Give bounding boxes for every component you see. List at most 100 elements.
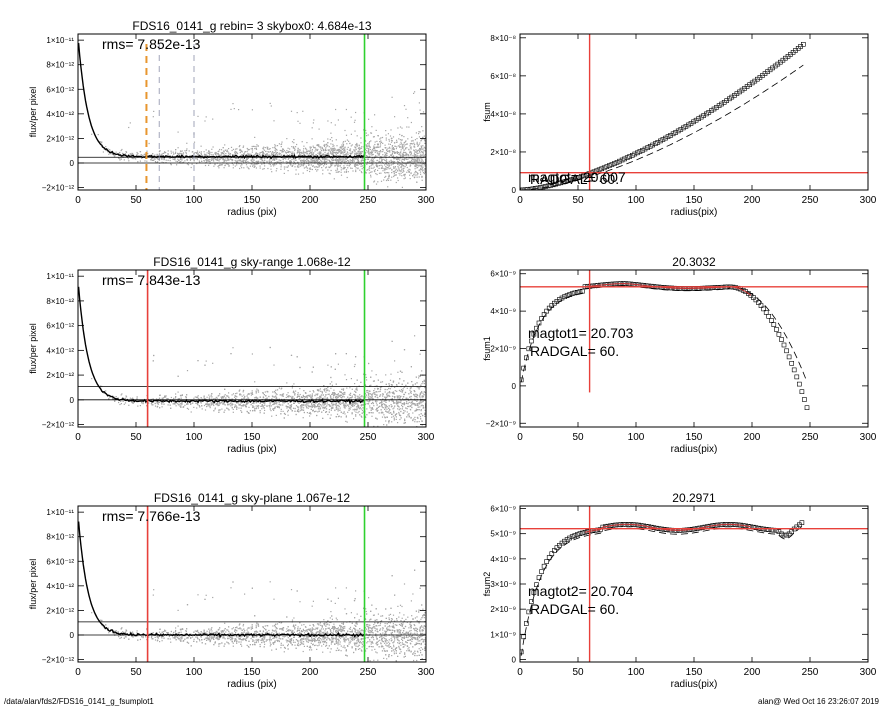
data-point (347, 155, 349, 157)
data-point (274, 390, 276, 393)
data-point (338, 158, 340, 160)
data-point (289, 157, 291, 159)
data-point (260, 405, 262, 407)
data-point (347, 146, 349, 148)
data-point (250, 160, 253, 162)
data-point (152, 398, 154, 400)
data-point (305, 404, 307, 406)
data-point (324, 143, 326, 146)
data-point (326, 143, 328, 145)
data-point (212, 362, 214, 364)
data-point (410, 121, 412, 124)
data-point (306, 167, 308, 169)
data-point (350, 133, 352, 135)
data-point (290, 110, 293, 112)
data-point (391, 384, 393, 386)
data-point (402, 161, 404, 163)
data-point (398, 168, 400, 170)
data-point (264, 160, 266, 162)
data-point (289, 404, 291, 406)
data-point (256, 157, 258, 159)
data-point (257, 405, 259, 407)
data-point (391, 153, 393, 155)
data-point (400, 417, 402, 419)
data-point (324, 153, 326, 156)
data-point (119, 159, 121, 161)
data-point (349, 387, 351, 389)
data-point (419, 353, 421, 355)
data-point (248, 393, 250, 395)
data-point (339, 150, 341, 152)
data-point (424, 169, 426, 171)
data-point (162, 157, 164, 159)
data-point (237, 160, 239, 162)
data-point (360, 408, 362, 410)
data-point (393, 386, 396, 388)
data-point (377, 181, 379, 183)
data-point (231, 394, 233, 396)
data-point (332, 393, 334, 395)
data-point (286, 149, 288, 152)
data-point (402, 153, 404, 155)
data-point (385, 130, 387, 132)
data-point (159, 394, 161, 396)
data-point (408, 416, 410, 418)
data-point (670, 131, 676, 137)
data-point (332, 407, 334, 409)
data-point (409, 143, 412, 145)
data-point (367, 148, 369, 150)
data-point (337, 410, 339, 412)
data-point (401, 164, 403, 166)
data-point (330, 147, 332, 149)
data-point (415, 408, 417, 410)
data-point (273, 408, 275, 410)
data-point (381, 156, 383, 158)
data-point (286, 407, 288, 409)
data-point (300, 157, 302, 159)
chart-profile-skybox: 0 50 100 150 200 250 300−2×10⁻¹²02×10⁻¹²4×10⁻¹… (28, 19, 435, 218)
data-point (217, 395, 219, 397)
data-point (335, 149, 337, 151)
data-point (160, 402, 162, 404)
data-point (311, 161, 313, 164)
data-point (331, 403, 333, 405)
data-point (331, 381, 333, 383)
data-point (366, 403, 368, 405)
data-point (414, 419, 416, 421)
data-point (241, 151, 243, 153)
data-point (418, 149, 420, 151)
data-point (329, 150, 331, 152)
data-point (274, 144, 276, 146)
data-point (422, 381, 424, 383)
data-point (413, 418, 415, 420)
data-point (198, 405, 200, 407)
data-point (254, 163, 256, 165)
data-point (213, 404, 215, 407)
data-point (223, 395, 225, 397)
data-point (315, 168, 317, 170)
data-point (266, 153, 268, 155)
data-point (414, 160, 416, 162)
data-point (342, 393, 345, 396)
data-point (270, 165, 272, 167)
data-point (385, 147, 387, 149)
data-point (418, 155, 420, 157)
data-point (362, 411, 365, 413)
data-point (368, 142, 370, 144)
data-point (365, 384, 367, 386)
data-point (244, 151, 246, 153)
data-point (223, 403, 225, 405)
data-point (396, 170, 399, 172)
data-point (161, 403, 163, 405)
data-point (391, 147, 393, 149)
data-point (335, 161, 338, 163)
data-point (318, 145, 320, 147)
data-point (356, 142, 358, 145)
data-point (206, 396, 208, 398)
data-point (196, 407, 198, 409)
data-point (300, 401, 302, 403)
data-point (326, 152, 328, 154)
data-point (239, 148, 241, 150)
data-point (276, 152, 278, 154)
data-point (301, 396, 303, 398)
